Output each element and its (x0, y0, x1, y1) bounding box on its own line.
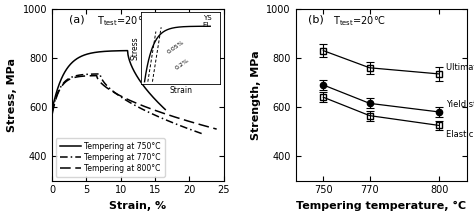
Legend: Tempering at 750°C, Tempering at 770°C, Tempering at 800°C: Tempering at 750°C, Tempering at 770°C, … (56, 138, 164, 177)
X-axis label: Tempering temperature, °C: Tempering temperature, °C (296, 201, 466, 211)
Y-axis label: Stress, MPa: Stress, MPa (7, 58, 17, 132)
Text: Elastic limit: Elastic limit (446, 130, 474, 138)
Text: Yield strength: Yield strength (446, 100, 474, 109)
Y-axis label: Strength, MPa: Strength, MPa (251, 50, 261, 140)
Text: (b): (b) (308, 14, 323, 24)
Text: T$_{\mathregular{test}}$=20°C: T$_{\mathregular{test}}$=20°C (333, 14, 386, 28)
Text: T$_{\mathregular{test}}$=20°C: T$_{\mathregular{test}}$=20°C (97, 14, 150, 28)
X-axis label: Strain, %: Strain, % (109, 201, 166, 211)
Text: Ultimate tensile strength: Ultimate tensile strength (446, 63, 474, 72)
Text: (a): (a) (69, 14, 85, 24)
